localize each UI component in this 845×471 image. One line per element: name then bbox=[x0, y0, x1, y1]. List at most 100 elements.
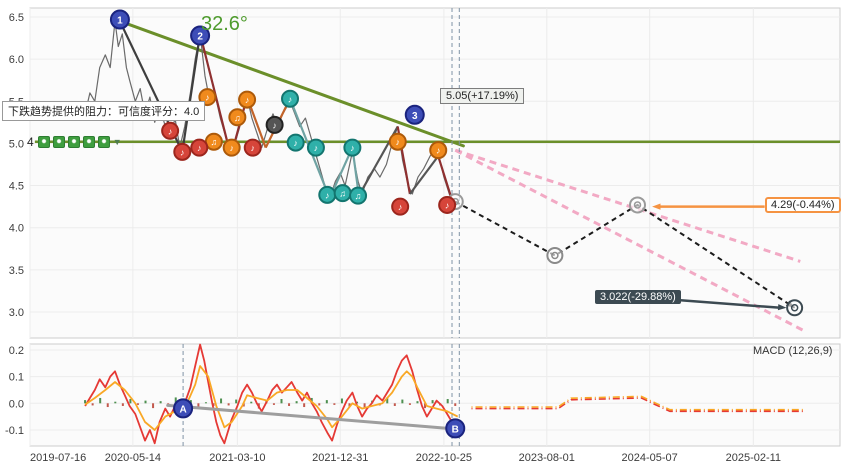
dropdown-icon[interactable]: ▼ bbox=[112, 137, 122, 147]
svg-text:2024-05-07: 2024-05-07 bbox=[622, 452, 678, 464]
signal-tile-icon[interactable] bbox=[37, 136, 50, 148]
signal-marker bbox=[349, 186, 368, 205]
svg-text:0.0: 0.0 bbox=[9, 398, 24, 410]
svg-text:5.0: 5.0 bbox=[9, 138, 24, 150]
svg-text:4.0: 4.0 bbox=[9, 223, 24, 235]
svg-text:♪: ♪ bbox=[314, 143, 319, 153]
measure-path bbox=[454, 200, 796, 309]
svg-text:♪: ♪ bbox=[272, 120, 277, 130]
svg-text:♪: ♪ bbox=[180, 147, 185, 157]
signal-marker bbox=[222, 138, 241, 157]
svg-text:1: 1 bbox=[117, 16, 123, 27]
pivot-circle bbox=[629, 196, 646, 214]
svg-text:♪: ♪ bbox=[229, 143, 234, 153]
signal-tile-icon[interactable] bbox=[52, 136, 65, 148]
svg-text:6.5: 6.5 bbox=[9, 12, 24, 24]
signal-marker bbox=[281, 89, 300, 108]
pivot-circle bbox=[786, 299, 804, 317]
downtrend-line bbox=[118, 19, 465, 148]
signal-marker bbox=[343, 138, 362, 157]
divergence-letter-marker bbox=[445, 418, 466, 439]
svg-text:♪: ♪ bbox=[445, 200, 450, 210]
dark-arrow bbox=[678, 298, 781, 310]
svg-text:6.0: 6.0 bbox=[9, 54, 24, 66]
svg-text:♪: ♪ bbox=[436, 146, 441, 156]
svg-text:♪: ♪ bbox=[325, 190, 330, 200]
svg-text:B: B bbox=[452, 424, 459, 435]
svg-text:♪: ♪ bbox=[350, 143, 355, 153]
signal-marker bbox=[306, 138, 325, 157]
breakout-price-label: 5.05(+17.19%) bbox=[440, 88, 525, 104]
signal-marker bbox=[243, 138, 262, 157]
svg-text:♪: ♪ bbox=[168, 126, 173, 136]
signal-marker bbox=[388, 132, 407, 151]
svg-text:2023-08-01: 2023-08-01 bbox=[519, 452, 575, 464]
divergence-letter-marker bbox=[173, 398, 194, 419]
signal-marker bbox=[161, 121, 180, 140]
svg-text:♪: ♪ bbox=[205, 93, 210, 103]
signal-marker bbox=[238, 90, 257, 109]
arrowhead-icon bbox=[777, 304, 787, 311]
projection-line bbox=[454, 148, 801, 263]
signal-tile-icon[interactable] bbox=[67, 136, 80, 148]
target-price-label: 4.29(-0.44%) bbox=[765, 197, 841, 213]
signal-marker bbox=[265, 115, 284, 134]
macd-indicator-label: MACD (12,26,9) bbox=[753, 345, 833, 357]
signal-tile-icon[interactable] bbox=[82, 136, 95, 148]
svg-text:2025-02-11: 2025-02-11 bbox=[726, 452, 781, 464]
svg-text:♪: ♪ bbox=[245, 95, 250, 105]
svg-text:4.5: 4.5 bbox=[9, 181, 24, 193]
svg-text:0.2: 0.2 bbox=[9, 345, 24, 357]
svg-text:0.1: 0.1 bbox=[9, 372, 24, 384]
svg-text:♪: ♪ bbox=[398, 202, 403, 212]
wave-number-marker bbox=[190, 25, 211, 46]
macd-trend-line bbox=[166, 403, 462, 431]
signal-marker bbox=[228, 108, 247, 127]
svg-text:♫: ♫ bbox=[234, 113, 241, 123]
price-panel-bg bbox=[29, 7, 841, 339]
svg-text:♪: ♪ bbox=[288, 94, 293, 104]
svg-text:♪: ♪ bbox=[293, 138, 298, 148]
arrowhead-icon bbox=[652, 203, 661, 210]
signal-count-label: 4 bbox=[27, 135, 34, 149]
signal-marker bbox=[286, 133, 305, 152]
wave-number-marker bbox=[404, 104, 425, 125]
svg-text:2: 2 bbox=[197, 32, 203, 43]
signal-tile-icon[interactable] bbox=[97, 136, 110, 148]
svg-text:2022-10-25: 2022-10-25 bbox=[416, 452, 472, 464]
svg-text:-0.1: -0.1 bbox=[5, 425, 24, 437]
svg-text:♫: ♫ bbox=[210, 137, 217, 147]
signal-badge-row: 4 ▼ bbox=[27, 135, 122, 149]
wave-number-marker bbox=[109, 9, 130, 30]
signal-marker bbox=[438, 195, 457, 214]
macd-panel-bg bbox=[29, 343, 841, 447]
svg-text:3.5: 3.5 bbox=[9, 265, 24, 277]
swing-segment bbox=[437, 155, 454, 201]
svg-text:♪: ♪ bbox=[395, 137, 400, 147]
projection-line bbox=[454, 148, 805, 332]
svg-text:♪: ♪ bbox=[251, 143, 256, 153]
swing-segment bbox=[409, 155, 440, 195]
downtrend-resistance-tooltip: 下跌趋势提供的阻力：可信度评分：4.0 bbox=[2, 101, 206, 121]
svg-text:♫: ♫ bbox=[355, 191, 362, 201]
pivot-circle bbox=[546, 247, 564, 265]
svg-text:2021-12-31: 2021-12-31 bbox=[312, 452, 368, 464]
signal-marker bbox=[190, 138, 209, 157]
svg-text:♫: ♫ bbox=[339, 189, 346, 199]
trend-angle-label: 32.6° bbox=[201, 13, 248, 35]
signal-marker bbox=[391, 197, 410, 216]
macd-line bbox=[84, 365, 459, 431]
svg-text:♪: ♪ bbox=[197, 143, 202, 153]
signal-marker bbox=[173, 142, 192, 161]
svg-text:2019-07-16: 2019-07-16 bbox=[30, 452, 86, 464]
downside-price-label: 3.022(-29.88%) bbox=[595, 290, 681, 304]
svg-text:2021-03-10: 2021-03-10 bbox=[209, 452, 265, 464]
signal-marker bbox=[429, 141, 448, 160]
swing-segment bbox=[181, 33, 202, 152]
svg-text:2020-05-14: 2020-05-14 bbox=[105, 452, 161, 464]
svg-text:3.0: 3.0 bbox=[9, 307, 24, 319]
svg-text:A: A bbox=[179, 404, 186, 415]
macd-flat-tail bbox=[471, 397, 804, 413]
